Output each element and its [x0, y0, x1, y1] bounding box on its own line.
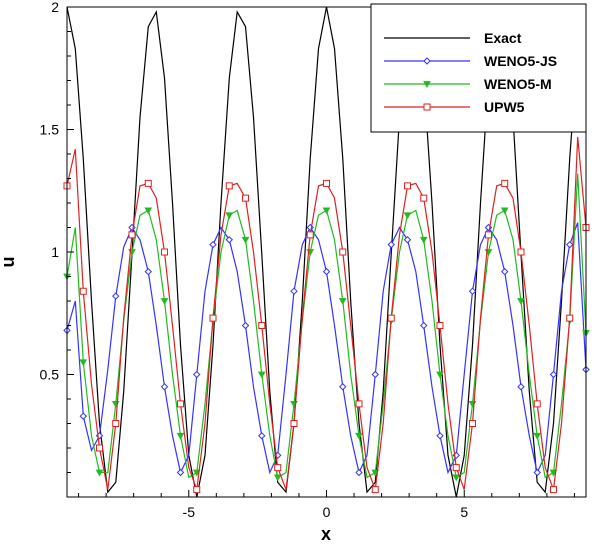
data-point-weno5-m	[355, 432, 363, 440]
data-point-upw5	[403, 182, 411, 190]
data-point-weno5-js	[549, 370, 558, 379]
data-point-weno5-js	[566, 240, 574, 249]
data-point-weno5-js	[176, 468, 185, 477]
data-point-weno5-m	[273, 474, 282, 482]
data-point-upw5	[290, 420, 298, 427]
legend-label-weno5-js: WENO5-JS	[484, 53, 557, 69]
data-point-weno5-js	[403, 236, 412, 244]
data-point-upw5	[517, 248, 525, 256]
data-point-weno5-js	[290, 287, 298, 295]
data-point-upw5	[274, 464, 282, 472]
data-point-weno5-m	[436, 371, 444, 379]
plot-marks	[63, 6, 590, 498]
data-point-upw5	[469, 420, 477, 427]
data-point-weno5-js	[387, 240, 395, 249]
data-point-weno5-m	[517, 298, 525, 306]
data-point-upw5	[436, 322, 444, 329]
data-point-upw5	[549, 486, 557, 494]
data-point-upw5	[161, 248, 169, 256]
data-point-weno5-m	[225, 212, 234, 220]
data-point-upw5	[484, 231, 492, 239]
data-point-weno5-js	[79, 412, 87, 420]
data-point-weno5-js	[193, 370, 201, 379]
legend-box	[370, 3, 587, 133]
legend-label-exact: Exact	[484, 30, 522, 46]
data-point-upw5	[193, 486, 201, 494]
data-point-weno5-js	[371, 370, 379, 379]
data-point-weno5-m	[533, 432, 542, 440]
data-point-upw5	[176, 400, 184, 408]
data-point-weno5-m	[419, 236, 428, 244]
data-point-weno5-js	[225, 236, 233, 244]
data-point-weno5-js	[468, 287, 477, 295]
data-point-upw5	[79, 287, 87, 295]
data-point-weno5-js	[144, 267, 152, 276]
data-point-weno5-m	[95, 469, 104, 477]
data-point-weno5-m	[452, 474, 461, 482]
data-point-weno5-js	[355, 468, 363, 477]
data-point-upw5	[420, 194, 428, 202]
data-point-weno5-m	[257, 371, 266, 379]
data-point-weno5-m	[176, 432, 185, 440]
axis-ticks: -5 0 5 0.5 1 1.5 2	[40, 0, 575, 520]
data-point-upw5	[452, 464, 460, 472]
data-point-upw5	[242, 194, 250, 202]
data-point-weno5-m	[500, 207, 509, 215]
data-point-upw5	[112, 420, 120, 427]
data-point-weno5-js	[209, 240, 217, 249]
legend: Exact WENO5-JS WENO5-M UPW5	[370, 3, 587, 133]
data-point-weno5-js	[501, 267, 509, 276]
data-point-weno5-js	[517, 383, 525, 391]
y-tick-label: 2	[51, 0, 59, 15]
data-point-weno5-js	[112, 292, 120, 300]
legend-label-upw5: UPW5	[484, 99, 525, 115]
legend-label-weno5-m: WENO5-M	[484, 76, 552, 92]
data-point-weno5-m	[338, 298, 347, 306]
y-tick-label: 1.5	[40, 122, 60, 138]
data-point-upw5	[387, 314, 395, 322]
data-point-upw5	[533, 400, 541, 408]
data-point-weno5-js	[128, 223, 136, 232]
data-point-upw5	[566, 314, 574, 322]
y-tick-label: 0.5	[40, 367, 60, 383]
data-point-upw5	[144, 179, 152, 187]
legend-marker-upw5	[423, 103, 431, 111]
data-point-weno5-m	[160, 298, 169, 306]
data-point-weno5-js	[160, 383, 169, 391]
data-point-weno5-js	[258, 432, 266, 440]
data-point-weno5-js	[436, 432, 444, 440]
legend-marker-weno5-m	[423, 81, 431, 89]
data-point-weno5-m	[192, 469, 201, 477]
data-point-weno5-js	[241, 321, 250, 330]
data-point-weno5-js	[306, 223, 314, 232]
data-point-upw5	[371, 486, 379, 494]
data-point-weno5-m	[144, 207, 153, 215]
data-point-upw5	[225, 182, 233, 190]
data-point-upw5	[258, 322, 266, 329]
data-point-weno5-js	[322, 267, 331, 276]
data-point-upw5	[96, 444, 104, 452]
data-point-upw5	[306, 231, 314, 239]
data-point-weno5-js	[420, 321, 428, 330]
data-point-upw5	[209, 314, 217, 322]
y-tick-label: 1	[51, 244, 59, 260]
data-point-upw5	[323, 179, 330, 187]
data-point-weno5-js	[533, 468, 541, 477]
data-point-weno5-m	[403, 212, 412, 220]
data-point-upw5	[501, 179, 509, 187]
data-point-weno5-m	[241, 236, 250, 244]
data-point-weno5-js	[339, 383, 347, 391]
data-point-weno5-m	[322, 207, 331, 215]
y-axis-title: u	[0, 257, 18, 268]
data-point-weno5-m	[79, 359, 88, 367]
data-point-upw5	[128, 231, 136, 239]
x-tick-label: 0	[323, 504, 331, 520]
legend-marker-weno5-js	[423, 57, 431, 65]
data-point-upw5	[339, 248, 347, 256]
x-axis-title: x	[321, 524, 331, 544]
x-tick-label: 5	[460, 504, 468, 520]
x-tick-label: -5	[183, 504, 196, 520]
data-point-upw5	[355, 400, 363, 408]
